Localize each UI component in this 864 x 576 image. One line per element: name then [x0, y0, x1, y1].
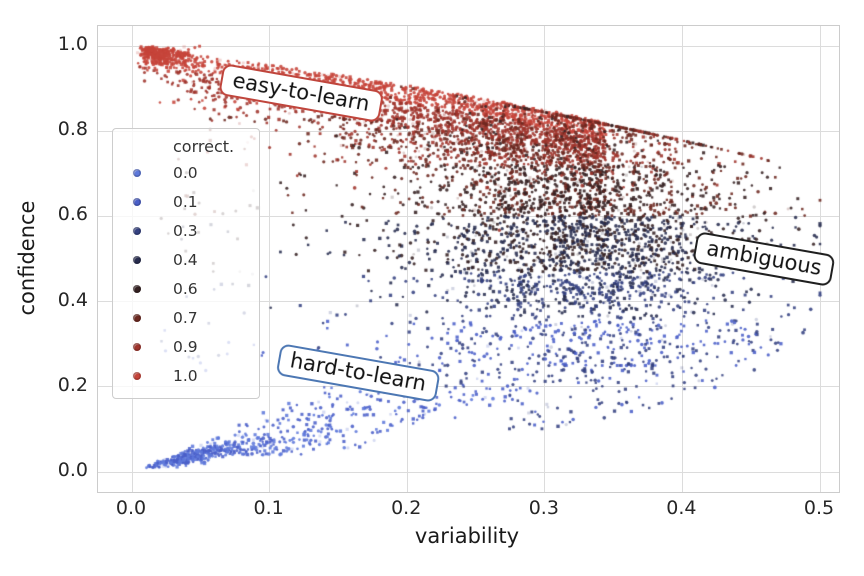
legend-entry: 0.1 — [113, 187, 259, 216]
legend-marker-icon — [133, 342, 141, 351]
y-tick-label: 0.6 — [57, 203, 88, 226]
legend-entry: 0.0 — [113, 158, 259, 187]
legend-entry: 0.4 — [113, 245, 259, 274]
legend-title: correct. — [173, 137, 235, 156]
legend-entry: 0.3 — [113, 216, 259, 245]
y-tick-label: 0.4 — [57, 288, 88, 311]
legend-marker-icon — [133, 197, 141, 206]
legend-entry: 1.0 — [113, 361, 259, 390]
legend-entry: 0.9 — [113, 332, 259, 361]
x-tick-label: 0.4 — [666, 497, 697, 519]
y-tick-label: 0.2 — [57, 373, 88, 396]
legend-entry-label: 0.6 — [173, 279, 198, 298]
x-axis-label: variability — [414, 524, 520, 548]
legend-marker-icon — [133, 313, 141, 322]
plot-area: correct. 0.0 0.1 0.3 0.4 0.6 0.7 0.9 1.0 easy-t… — [97, 25, 840, 493]
legend-entry-label: 0.7 — [173, 308, 198, 327]
legend: correct. 0.0 0.1 0.3 0.4 0.6 0.7 0.9 1.0 — [112, 128, 260, 399]
legend-entry-label: 0.3 — [173, 221, 198, 240]
legend-entry-label: 0.4 — [173, 250, 198, 269]
legend-entry-label: 0.9 — [173, 337, 198, 356]
legend-entries: 0.0 0.1 0.3 0.4 0.6 0.7 0.9 1.0 — [113, 158, 259, 390]
legend-entry: 0.7 — [113, 303, 259, 332]
y-tick-label: 0.8 — [57, 118, 88, 141]
x-tick-label: 0.3 — [528, 497, 559, 519]
y-tick-label: 1.0 — [57, 32, 88, 55]
x-tick-label: 0.2 — [391, 497, 422, 519]
legend-entry-label: 0.1 — [173, 192, 198, 211]
y-tick-label: 0.0 — [57, 458, 88, 481]
legend-entry: 0.6 — [113, 274, 259, 303]
legend-entry-label: 1.0 — [173, 366, 198, 385]
x-tick-label: 0.1 — [253, 497, 284, 519]
legend-marker-icon — [133, 168, 141, 177]
legend-marker-icon — [133, 284, 141, 293]
legend-marker-icon — [133, 255, 141, 264]
legend-marker-icon — [133, 371, 141, 380]
x-tick-label: 0.5 — [803, 497, 835, 519]
legend-marker-icon — [133, 226, 141, 235]
y-axis-label: confidence — [15, 200, 39, 316]
legend-entry-label: 0.0 — [173, 163, 198, 182]
x-tick-label: 0.0 — [115, 497, 147, 519]
